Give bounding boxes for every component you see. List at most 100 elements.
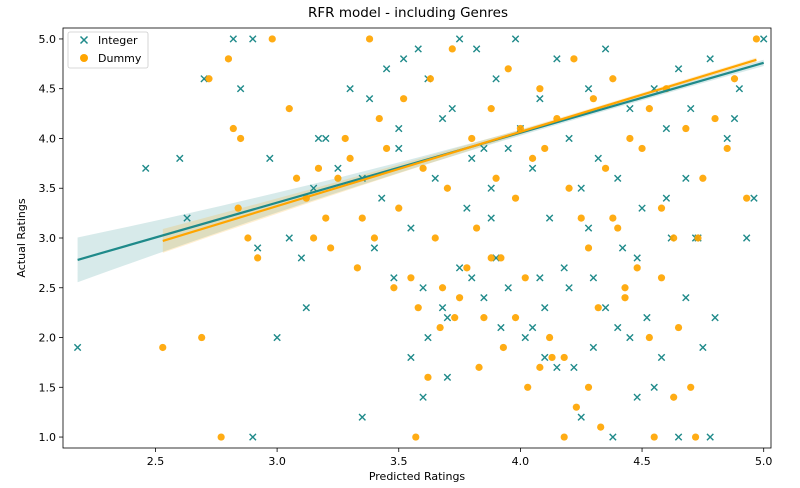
x-axis-label: Predicted Ratings xyxy=(369,470,466,483)
point-integer xyxy=(378,194,386,202)
point-integer xyxy=(365,94,374,103)
point-dummy xyxy=(694,234,702,242)
point-dummy xyxy=(424,373,432,381)
point-integer xyxy=(609,433,617,441)
point-integer xyxy=(395,124,403,133)
point-integer xyxy=(601,45,610,53)
x-tick-label: 4.5 xyxy=(633,455,651,468)
point-integer xyxy=(687,104,695,113)
point-dummy xyxy=(419,164,427,172)
point-dummy xyxy=(645,105,653,113)
point-integer xyxy=(73,343,82,352)
point-dummy xyxy=(455,294,464,302)
point-integer xyxy=(431,174,439,182)
point-integer xyxy=(528,323,537,332)
point-integer xyxy=(618,244,627,252)
point-dummy xyxy=(237,134,245,143)
point-dummy xyxy=(536,85,544,93)
point-dummy xyxy=(548,353,556,362)
point-integer xyxy=(176,154,184,163)
point-dummy xyxy=(314,164,323,172)
point-integer xyxy=(266,154,274,163)
point-integer xyxy=(249,433,257,441)
point-dummy xyxy=(224,55,233,63)
point-integer xyxy=(455,35,464,43)
point-dummy xyxy=(545,333,554,342)
point-dummy xyxy=(198,333,206,342)
point-dummy xyxy=(244,234,252,242)
point-dummy xyxy=(382,144,391,153)
point-integer xyxy=(183,214,191,222)
point-dummy xyxy=(412,433,420,441)
point-dummy xyxy=(752,35,761,43)
point-integer xyxy=(626,333,634,342)
point-integer xyxy=(492,75,500,83)
point-dummy xyxy=(541,144,549,153)
point-dummy xyxy=(570,55,578,63)
legend-box xyxy=(67,31,149,69)
point-integer xyxy=(584,85,593,93)
point-dummy xyxy=(645,333,653,342)
point-integer xyxy=(614,323,622,332)
point-dummy xyxy=(473,224,481,232)
point-dummy xyxy=(353,264,361,272)
point-dummy xyxy=(572,403,580,411)
point-dummy xyxy=(638,144,646,153)
confidence-band-dummy xyxy=(162,57,757,253)
point-dummy xyxy=(327,244,335,252)
legend-dummy-marker xyxy=(80,54,88,62)
point-integer xyxy=(553,363,561,372)
point-integer xyxy=(142,164,150,173)
point-dummy xyxy=(691,433,700,441)
point-dummy xyxy=(711,114,719,123)
point-integer xyxy=(334,164,342,173)
point-integer xyxy=(497,323,505,332)
point-dummy xyxy=(674,323,683,332)
point-dummy xyxy=(687,383,695,391)
point-dummy xyxy=(699,174,707,182)
point-integer xyxy=(370,244,379,252)
point-dummy xyxy=(370,234,379,242)
point-dummy xyxy=(400,95,408,103)
point-dummy xyxy=(448,45,456,53)
point-dummy xyxy=(730,75,739,83)
point-integer xyxy=(468,274,476,282)
x-tick-label: 3.5 xyxy=(390,455,408,468)
point-integer xyxy=(463,204,471,212)
point-integer xyxy=(504,144,512,153)
point-dummy xyxy=(577,214,585,222)
point-integer xyxy=(553,55,561,63)
point-integer xyxy=(249,35,257,43)
point-dummy xyxy=(650,433,658,441)
y-axis-label: Actual Ratings xyxy=(15,198,28,277)
point-integer xyxy=(314,134,323,143)
chart-title: RFR model - including Genres xyxy=(308,5,508,21)
point-dummy xyxy=(609,75,617,83)
point-dummy xyxy=(565,184,573,192)
legend-label-dummy: Dummy xyxy=(98,52,142,65)
point-dummy xyxy=(504,65,512,73)
point-integer xyxy=(438,114,447,123)
point-dummy xyxy=(334,174,342,182)
point-integer xyxy=(253,244,262,252)
point-dummy xyxy=(499,343,507,352)
point-dummy xyxy=(292,174,301,182)
point-integer xyxy=(577,184,585,192)
point-integer xyxy=(711,313,719,322)
point-integer xyxy=(448,104,456,113)
point-dummy xyxy=(463,264,471,272)
point-dummy xyxy=(497,254,505,262)
x-tick-label: 4.0 xyxy=(512,455,530,468)
point-dummy xyxy=(341,134,349,143)
point-integer xyxy=(674,433,683,441)
point-integer xyxy=(302,303,310,312)
point-integer xyxy=(285,234,293,242)
point-integer xyxy=(414,45,422,53)
legend: Integer Dummy xyxy=(67,31,149,69)
point-integer xyxy=(346,85,354,93)
legend-integer-marker xyxy=(79,35,89,45)
point-dummy xyxy=(621,284,629,292)
point-dummy xyxy=(682,124,690,133)
point-dummy xyxy=(443,184,452,192)
